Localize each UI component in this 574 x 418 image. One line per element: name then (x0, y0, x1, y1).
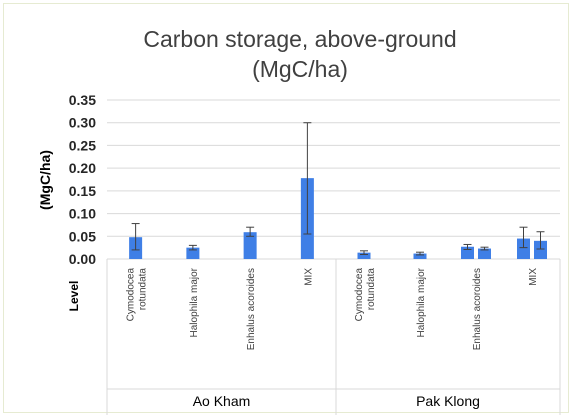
group-label: Pak Klong (416, 393, 480, 409)
chart-subtitle: (MgC/ha) (252, 56, 348, 82)
bar (413, 253, 427, 259)
y-tick-label: 0.15 (69, 183, 96, 199)
x-tick-label: Halophila major (189, 267, 200, 337)
x-tick-label: Halophila major (416, 267, 427, 337)
x-tick-label: MIX (528, 268, 539, 286)
y-tick-label: 0.35 (69, 92, 96, 108)
bar (186, 247, 200, 259)
y-axis-label: (MgC/ha) (37, 150, 53, 210)
x-tick-label: MIX (303, 268, 314, 286)
y-tick-label: 0.05 (69, 228, 96, 244)
y-tick-label: 0.20 (69, 160, 96, 176)
bar (243, 232, 257, 259)
x-tick-label: Enhalus acoroides (246, 268, 257, 350)
bar (517, 238, 530, 259)
x-tick-label: Cymodocearotundata (126, 268, 149, 322)
chart-title: Carbon storage, above-ground (143, 26, 456, 52)
level-label: Level (67, 281, 81, 312)
bar (478, 248, 491, 259)
group-label: Ao Kham (193, 393, 251, 409)
y-tick-label: 0.25 (69, 137, 96, 153)
y-tick-label: 0.00 (69, 251, 96, 267)
x-tick-label: Cymodocearotundata (354, 268, 377, 322)
chart-frame (3, 3, 569, 413)
x-tick-label: Enhalus acoroides (472, 268, 483, 350)
y-tick-label: 0.10 (69, 206, 96, 222)
y-tick-label: 0.30 (69, 115, 96, 131)
bar (534, 240, 547, 259)
bar (357, 252, 371, 259)
